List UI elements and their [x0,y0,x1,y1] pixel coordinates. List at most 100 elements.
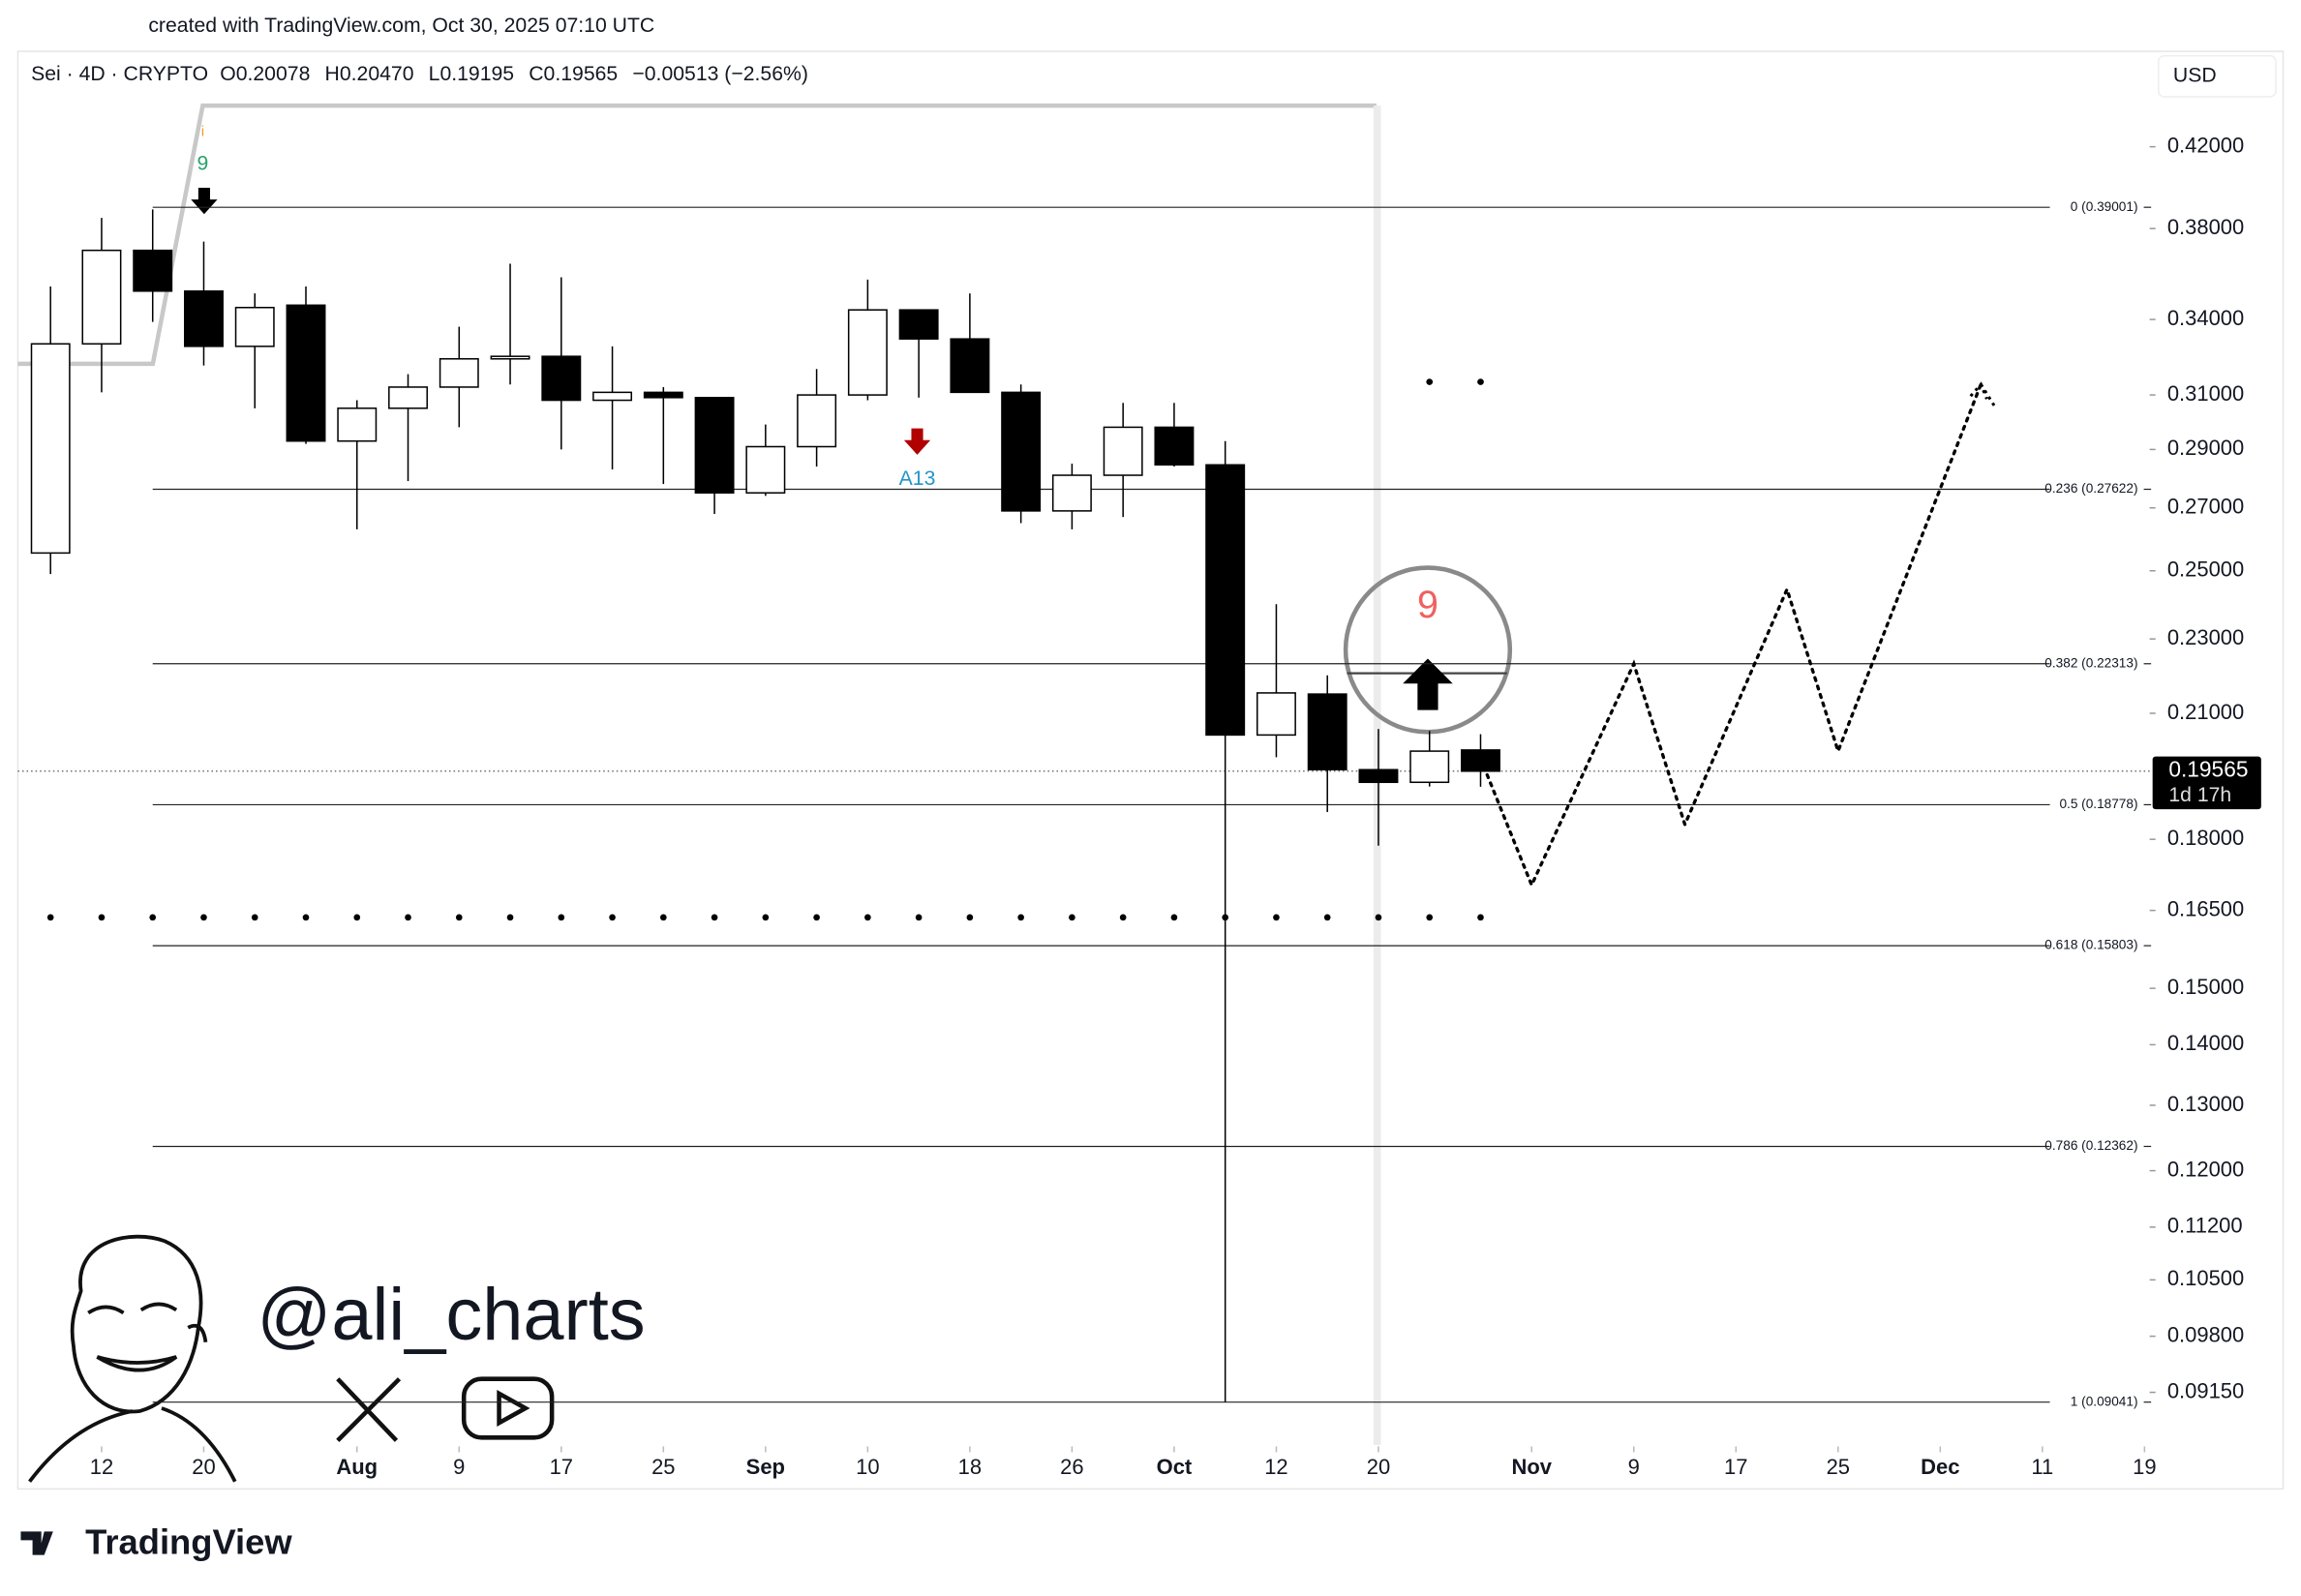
y-tick-label: 0.29000 [2167,436,2244,460]
x-tick-label: 10 [856,1455,879,1479]
x-tick-label: 20 [1367,1455,1390,1479]
candle-body [490,355,530,360]
indicator-dot [864,914,871,921]
indicator-dot [302,914,310,921]
indicator-dot [1477,914,1484,921]
fib-label: 0.5 (0.18778) [2059,797,2137,811]
indicator-dot [405,914,411,921]
candle-body [337,407,378,442]
candle-body [133,249,173,292]
candle-body [1051,474,1092,512]
y-tick-label: 0.09800 [2167,1322,2244,1346]
x-tick-label: Aug [336,1455,378,1479]
indicator-dot [200,914,207,921]
indicator-dot [251,914,258,921]
candle-body [1307,693,1347,771]
x-tick-label: 9 [453,1455,465,1479]
x-tick-label: 26 [1060,1455,1083,1479]
indicator-dot [506,914,514,921]
y-tick-label: 0.12000 [2167,1157,2244,1181]
candle-body [1256,692,1296,737]
indicator-dot [915,914,923,921]
candle-body [694,397,735,495]
avatar [28,1234,237,1483]
fib-label: 0.786 (0.12362) [2044,1138,2137,1153]
y-tick-label: 0.16500 [2167,896,2244,920]
x-tick-label: 25 [1827,1455,1850,1479]
y-tick-label: 0.15000 [2167,975,2244,999]
candle-body [388,386,428,409]
candle-body [1205,464,1246,737]
indicator-dot [1323,914,1331,921]
indicator-dot [1273,914,1280,921]
candle-body [745,445,786,495]
indicator-dot [1170,914,1178,921]
candle-body [950,338,990,394]
indicator-dot [1017,914,1024,921]
legend-item: L0.19195 [429,63,514,85]
indicator-dot [1069,914,1075,921]
x-tick-label: 17 [1724,1455,1747,1479]
y-tick-label: 0.25000 [2167,557,2244,582]
x-tick-label: 18 [958,1455,982,1479]
countdown: 1d 17h [2168,784,2231,806]
info-icon: i [201,123,204,139]
youtube-logo [461,1376,555,1440]
x-tick-label: Dec [1921,1455,1959,1479]
price-badge [2152,756,2261,810]
legend-item: H0.20470 [325,63,414,85]
brand: TradingView [85,1522,292,1562]
indicator-dot [46,914,54,921]
candle-body [1001,391,1042,512]
candle-body [847,309,888,396]
indicator-dot [455,914,463,921]
candle-body [1358,768,1399,784]
y-tick-label: 0.31000 [2167,381,2244,406]
indicator-dot [558,914,565,921]
indicator-dot [711,914,718,921]
y-tick-label: 0.13000 [2167,1092,2244,1116]
candle-body [898,309,939,340]
chart-frame [16,50,2285,1491]
currency: USD [2173,64,2217,86]
indicator-dot [98,914,106,921]
x-tick-label: Nov [1511,1455,1552,1479]
x-tick-label: 12 [1264,1455,1287,1479]
step-line [17,103,1377,367]
x-logo [336,1377,402,1442]
indicator-dot [1426,378,1434,385]
fib-label: 0 (0.39001) [2071,199,2138,214]
y-tick-label: 0.38000 [2167,215,2244,239]
fib-label: 0.236 (0.27622) [2044,481,2137,496]
y-tick-label: 0.34000 [2167,306,2244,330]
y-tick-label: 0.11200 [2167,1214,2243,1238]
y-tick-label: 0.23000 [2167,625,2244,649]
indicator-dot [1119,914,1127,921]
projection-path [1478,381,1983,889]
down-arrow [903,428,931,455]
x-tick-label: 20 [192,1455,215,1479]
candle-body [643,391,683,399]
fib-label: 0.618 (0.15803) [2044,938,2137,952]
indicator-dot [1477,378,1484,385]
y-tick-label: 0.09150 [2167,1378,2244,1402]
legend-item: −0.00513 (−2.56%) [632,63,808,85]
annotation: 9 [1417,584,1438,626]
indicator-dot [609,914,616,921]
indicator-dot [813,914,820,921]
annotation: 9 [197,152,209,174]
candle-body [81,249,122,346]
legend-item: Sei · 4D · CRYPTO [31,63,208,85]
candle-body [234,306,275,347]
x-tick-label: 11 [2031,1455,2053,1479]
down-arrow [191,188,218,215]
x-tick-label: 17 [550,1455,573,1479]
candle-body [1154,426,1195,467]
indicator-dot [1426,914,1434,921]
candle-body [1409,750,1450,784]
y-tick-label: 0.27000 [2167,495,2244,519]
y-tick-label: 0.42000 [2167,133,2244,157]
legend-item: O0.20078 [220,63,310,85]
